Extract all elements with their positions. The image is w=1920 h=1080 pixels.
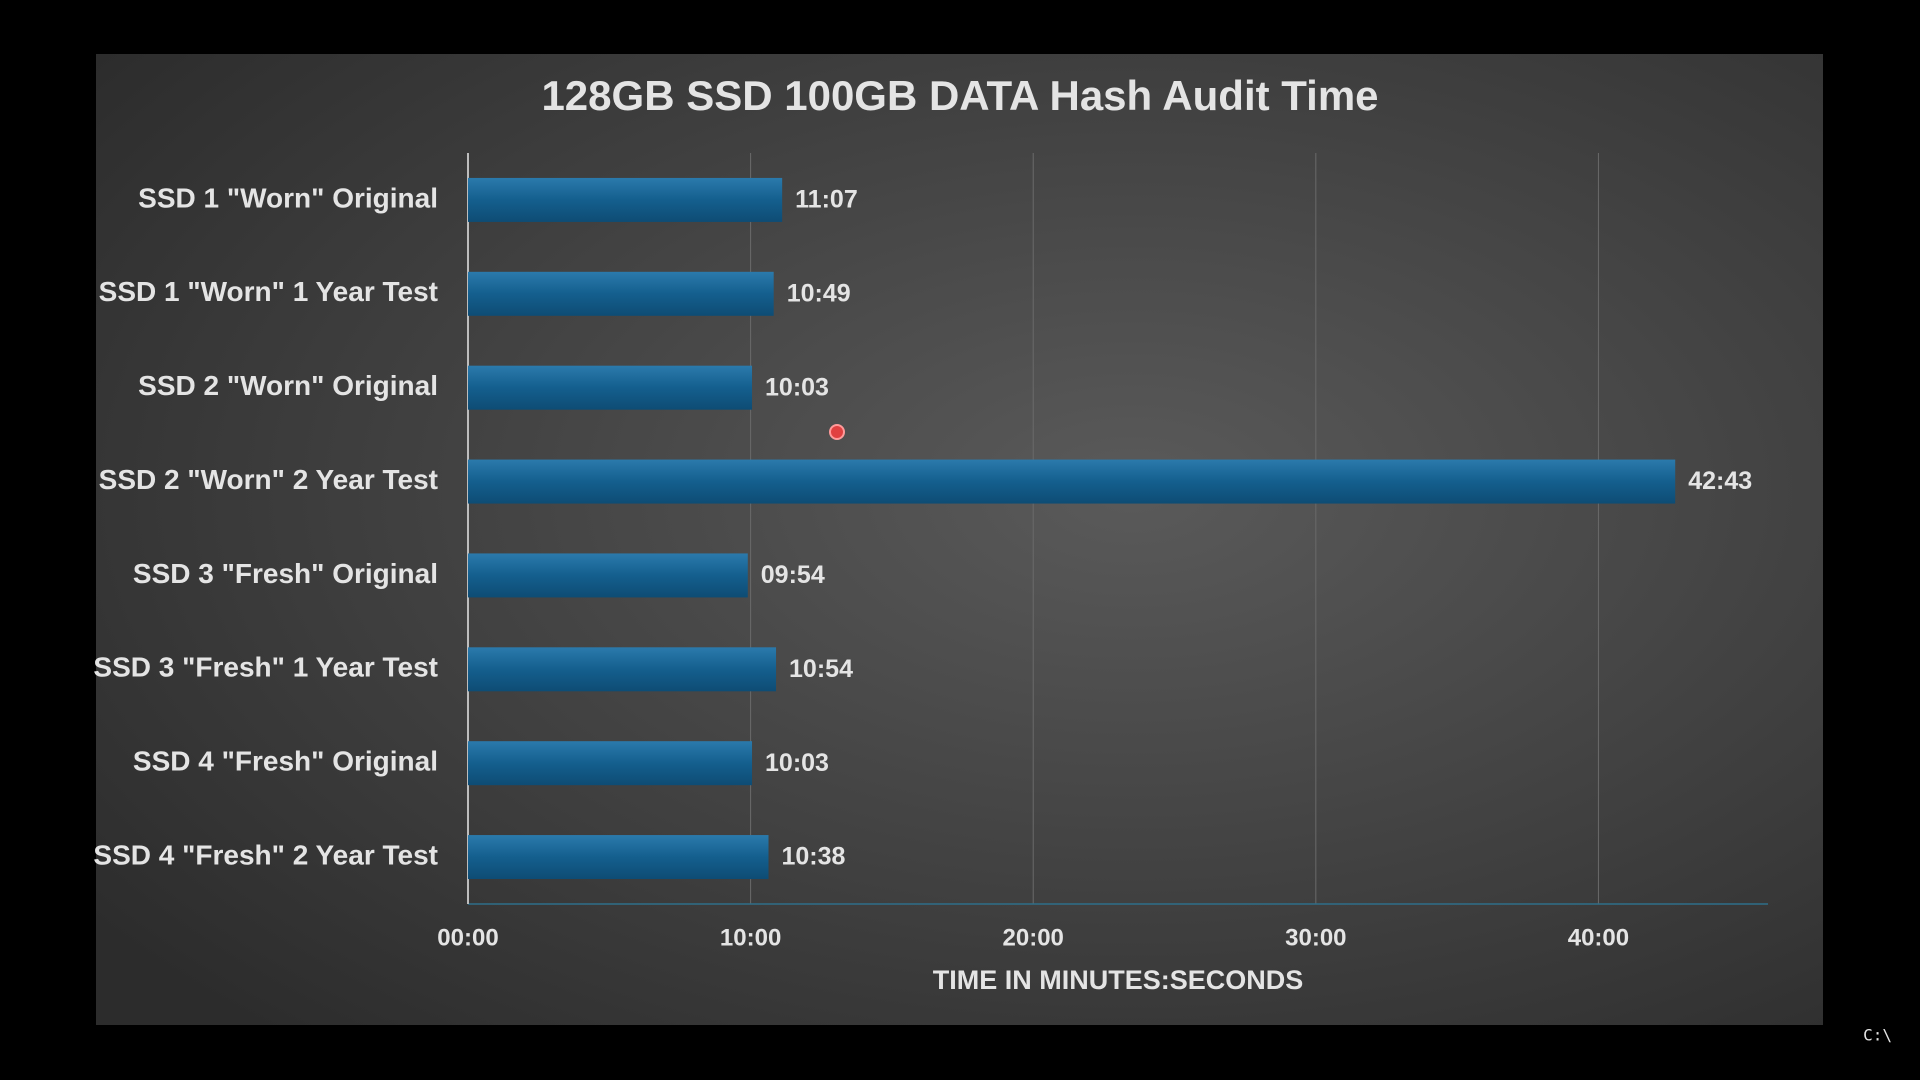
bar — [468, 647, 777, 692]
bar — [468, 741, 753, 786]
bar — [468, 553, 748, 598]
y-tick-label: SSD 4 "Fresh" 2 Year Test — [93, 839, 438, 870]
chart-title: 128GB SSD 100GB DATA Hash Audit Time — [541, 72, 1378, 119]
bar — [468, 459, 1676, 504]
bar — [468, 835, 769, 880]
y-tick-label: SSD 2 "Worn" Original — [138, 370, 438, 401]
bar — [468, 365, 753, 410]
value-label: 10:49 — [787, 279, 851, 307]
y-tick-label: SSD 1 "Worn" 1 Year Test — [99, 276, 438, 307]
y-tick-label: SSD 4 "Fresh" Original — [133, 746, 438, 777]
value-label: 10:38 — [782, 843, 846, 871]
value-label: 10:03 — [765, 373, 829, 401]
value-label: 10:03 — [765, 749, 829, 777]
value-label: 09:54 — [761, 561, 825, 589]
value-label: 10:54 — [789, 655, 853, 683]
value-label: 42:43 — [1688, 467, 1752, 495]
x-axis-title: TIME IN MINUTES:SECONDS — [933, 965, 1304, 995]
value-label: 11:07 — [795, 186, 858, 214]
bar — [468, 177, 783, 222]
x-tick-label: 40:00 — [1568, 924, 1629, 951]
bar — [468, 271, 774, 316]
y-tick-label: SSD 1 "Worn" Original — [138, 182, 438, 213]
chart-panel — [96, 54, 1823, 1025]
y-tick-label: SSD 3 "Fresh" 1 Year Test — [93, 652, 438, 683]
x-tick-label: 30:00 — [1285, 924, 1346, 951]
cursor — [829, 424, 845, 440]
x-tick-label: 20:00 — [1003, 924, 1064, 951]
y-tick-label: SSD 3 "Fresh" Original — [133, 558, 438, 589]
x-tick-label: 00:00 — [437, 924, 498, 951]
x-tick-label: 10:00 — [720, 924, 781, 951]
prompt-text: C:\ — [1863, 1026, 1892, 1045]
y-tick-label: SSD 2 "Worn" 2 Year Test — [99, 464, 438, 495]
